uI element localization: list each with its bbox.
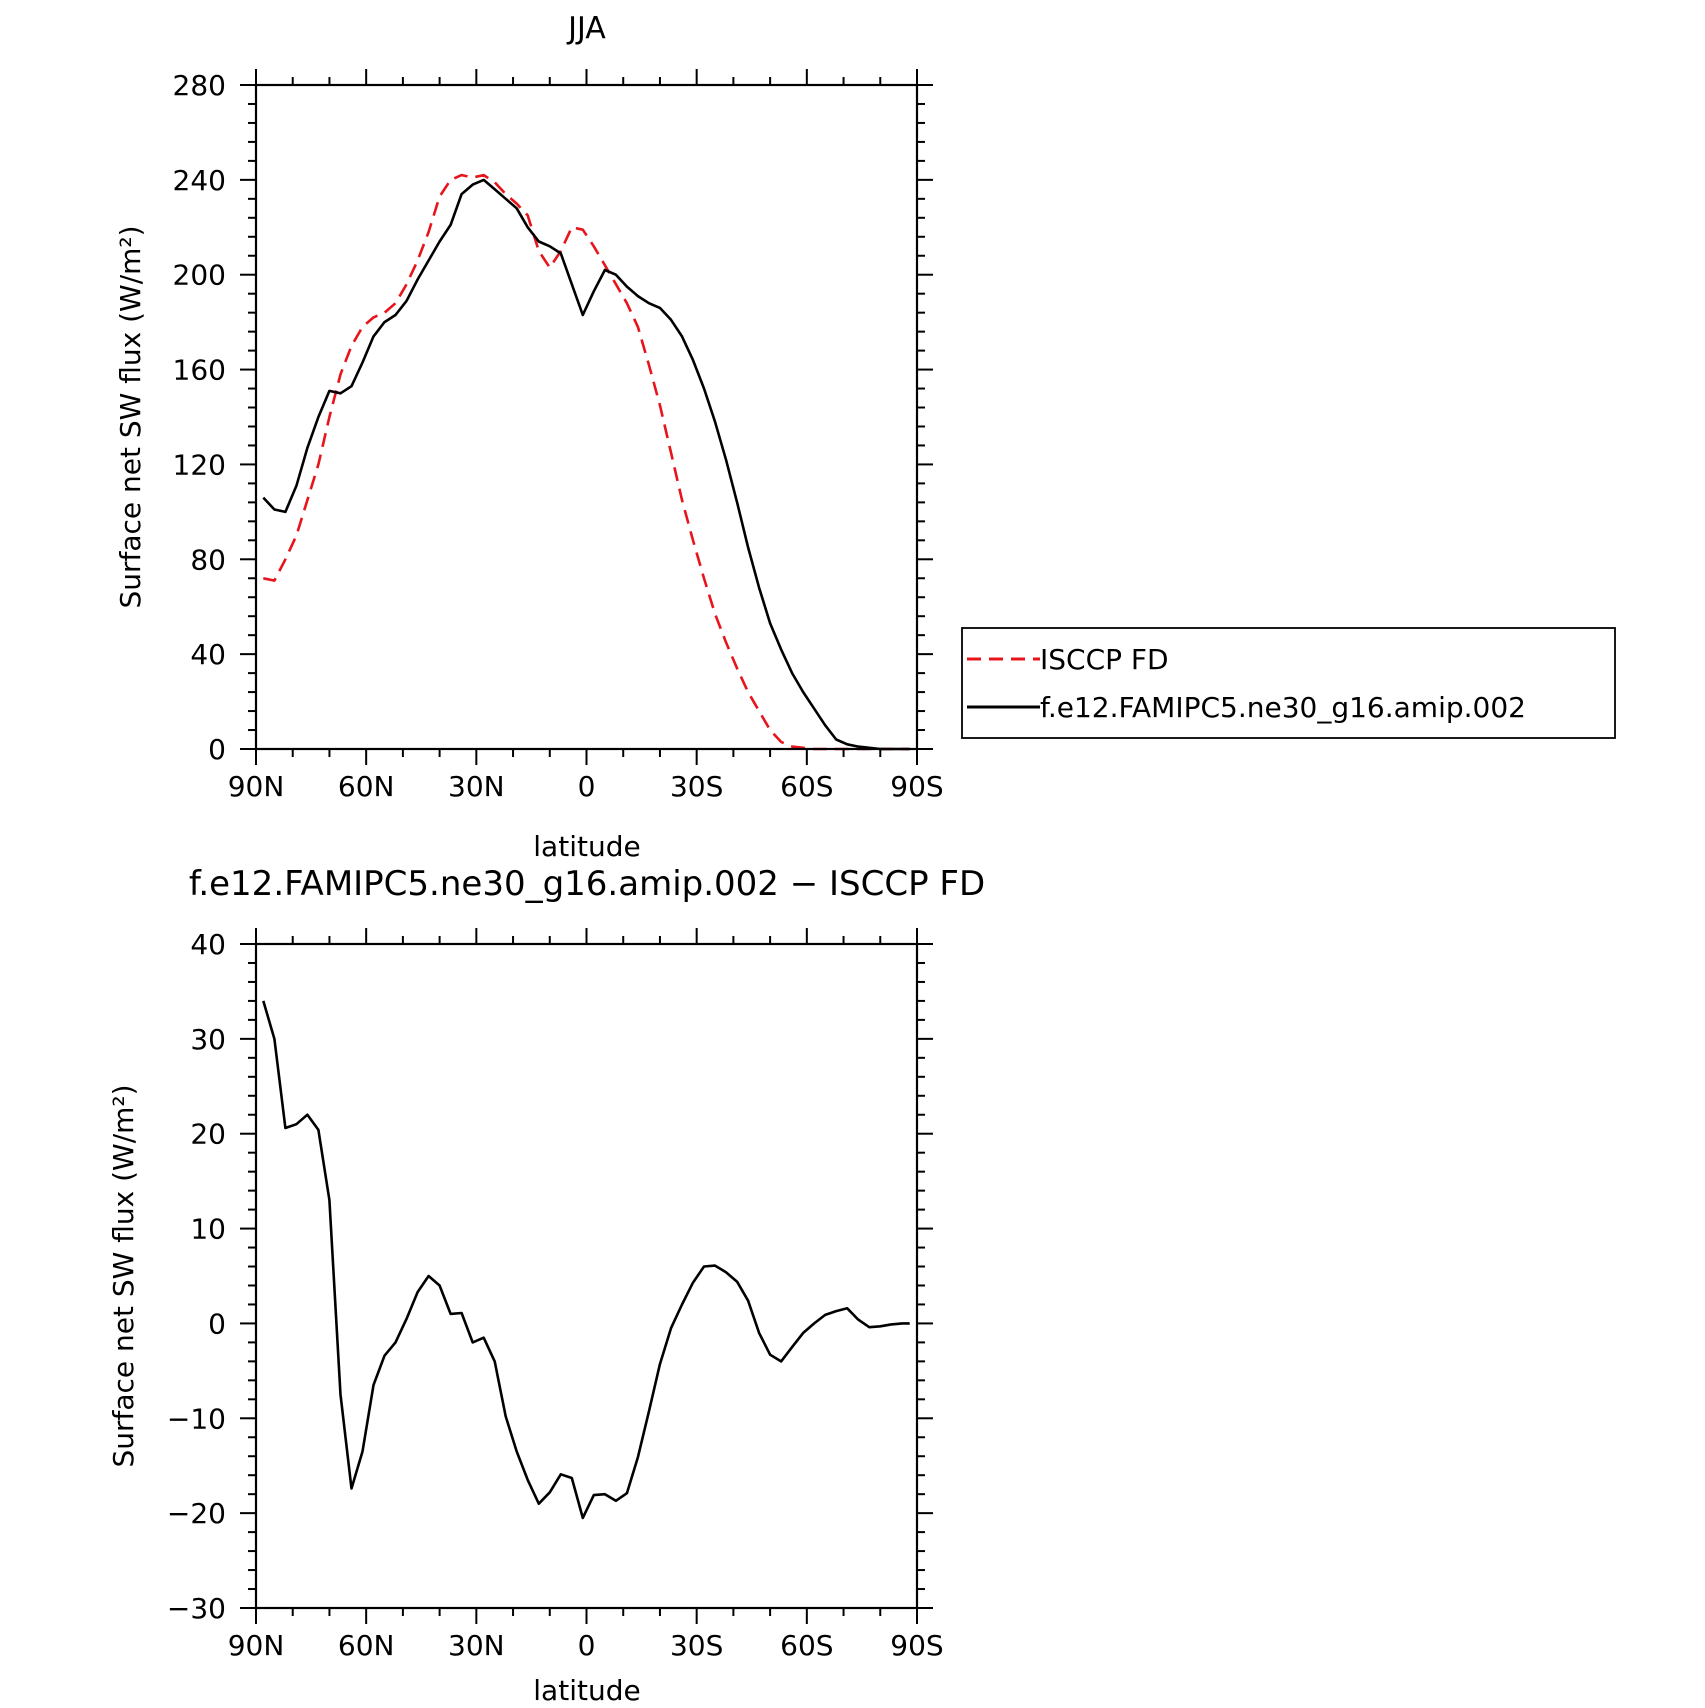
y-tick-label: 0: [208, 1307, 226, 1340]
top-chart-series-line-0: [263, 173, 910, 751]
y-tick-label: −30: [167, 1592, 226, 1625]
x-tick-label: 60N: [338, 1629, 395, 1662]
x-tick-label: 90S: [890, 770, 943, 803]
x-tick-label: 30S: [670, 1629, 723, 1662]
legend-label-model: f.e12.FAMIPC5.ne30_g16.amip.002: [1040, 691, 1526, 724]
y-tick-label: 120: [173, 448, 226, 481]
y-tick-label: 20: [190, 1118, 226, 1151]
y-tick-label: 80: [190, 543, 226, 576]
y-tick-label: 10: [190, 1213, 226, 1246]
y-tick-label: −20: [167, 1497, 226, 1530]
x-tick-label: 90S: [890, 1629, 943, 1662]
x-tick-label: 30S: [670, 770, 723, 803]
bottom-chart-title: f.e12.FAMIPC5.ne30_g16.amip.002 − ISCCP …: [189, 864, 985, 904]
top-chart: JJA 90N 60N 30N 0 30S 60S 90S 0 40 80 120 160 200 240…: [114, 11, 944, 863]
bottom-chart: f.e12.FAMIPC5.ne30_g16.amip.002 − ISCCP …: [107, 864, 985, 1707]
y-tick-label: 30: [190, 1023, 226, 1056]
legend: ISCCP FD f.e12.FAMIPC5.ne30_g16.amip.002: [961, 627, 1616, 739]
y-tick-label: −10: [167, 1402, 226, 1435]
x-tick-label: 30N: [448, 1629, 505, 1662]
x-tick-label: 30N: [448, 770, 505, 803]
legend-box: [961, 627, 1616, 739]
y-tick-label: 160: [173, 354, 226, 387]
legend-label-isccp-fd: ISCCP FD: [1040, 643, 1169, 676]
bottom-chart-series-layer: [262, 1000, 910, 1520]
top-chart-ticks-layer: 90N 60N 30N 0 30S 60S 90S 0 40 80 120 160 200 240 280: [173, 69, 944, 803]
top-chart-title: JJA: [566, 11, 606, 46]
y-tick-label: 40: [190, 638, 226, 671]
y-tick-label: 200: [173, 259, 226, 292]
x-tick-label: 0: [578, 1629, 596, 1662]
y-tick-label: 280: [173, 69, 226, 102]
x-tick-label: 60N: [338, 770, 395, 803]
y-tick-label: 40: [190, 928, 226, 961]
x-tick-label: 60S: [780, 1629, 833, 1662]
top-chart-series-layer: [262, 173, 910, 751]
y-tick-label: 0: [208, 733, 226, 766]
x-tick-label: 90N: [228, 770, 285, 803]
top-chart-x-axis-label: latitude: [533, 830, 640, 863]
x-tick-label: 0: [578, 770, 596, 803]
bottom-chart-series-line-0: [262, 1000, 910, 1520]
bottom-chart-x-axis-label: latitude: [533, 1674, 640, 1707]
x-tick-label: 90N: [228, 1629, 285, 1662]
bottom-chart-y-axis-label: Surface net SW flux (W/m²): [107, 1084, 140, 1467]
top-chart-y-axis-label: Surface net SW flux (W/m²): [114, 225, 147, 608]
y-tick-label: 240: [173, 164, 226, 197]
top-chart-series-line-1: [262, 178, 910, 751]
bottom-chart-ticks-layer: 90N 60N 30N 0 30S 60S 90S −30 −20 −10 0 10 20 30 40: [167, 928, 944, 1662]
x-tick-label: 60S: [780, 770, 833, 803]
